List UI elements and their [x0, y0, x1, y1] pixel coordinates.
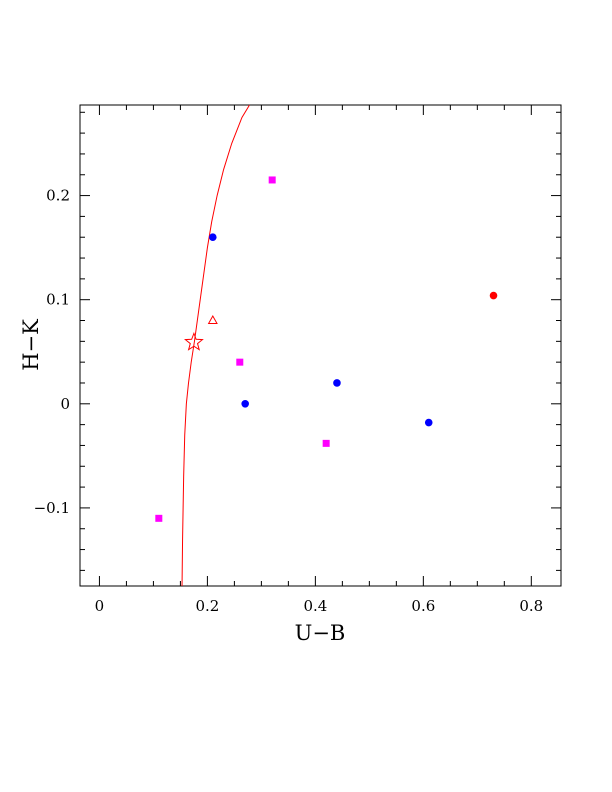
square-point: [268, 176, 276, 184]
x-axis-title: U−B: [295, 621, 346, 645]
circle-point: [333, 379, 341, 387]
circle-point: [241, 400, 249, 408]
model-curve-line: [181, 104, 250, 587]
y-tick-label: −0.1: [34, 499, 70, 517]
y-tick-label: 0.1: [46, 291, 70, 309]
x-tick-label: 0: [95, 597, 105, 615]
y-tick-label: 0: [60, 395, 70, 413]
circle-point: [489, 291, 498, 300]
star-point: [184, 331, 204, 351]
y-tick-label: 0.2: [46, 187, 70, 205]
x-tick-label: 0.2: [195, 597, 219, 615]
data-points: [155, 176, 498, 522]
x-tick-label: 0.8: [519, 597, 543, 615]
model-curve: [181, 104, 250, 587]
square-point: [236, 358, 244, 366]
triangle-point: [207, 314, 218, 325]
square-point: [155, 514, 163, 522]
axis-tick-labels: 0 0.2 0.4 0.6 0.8 −0.1 0 0.1 0.2: [34, 187, 544, 615]
y-axis-title: H−K: [19, 319, 43, 371]
circle-point: [424, 418, 433, 427]
x-tick-label: 0.6: [411, 597, 435, 615]
square-point: [322, 439, 330, 447]
circle-point: [209, 233, 217, 242]
plot-frame: [79, 104, 562, 587]
x-tick-label: 0.4: [303, 597, 327, 615]
axis-ticks: [80, 105, 561, 586]
